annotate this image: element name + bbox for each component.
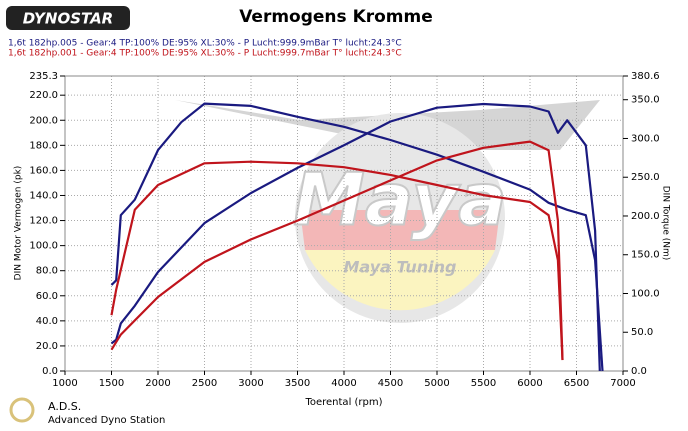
watermark: Maya Maya Tuning: [175, 100, 600, 323]
x-tick-label: 5000: [424, 378, 449, 389]
watermark-band: [300, 210, 500, 250]
y2-tick-label: 250.0: [631, 172, 660, 183]
y-tick-label: 180.0: [29, 140, 58, 151]
x-tick-label: 6500: [564, 378, 589, 389]
x-tick-label: 1000: [52, 378, 77, 389]
y2-tick-label: 300.0: [631, 133, 660, 144]
x-tick-label: 4000: [331, 378, 356, 389]
x-tick-label: 2500: [192, 378, 217, 389]
y-tick-label: 40.0: [36, 316, 58, 327]
y-tick-label: 200.0: [29, 115, 58, 126]
x-axis-label: Toerental (rpm): [304, 397, 382, 408]
y-tick-label: 100.0: [29, 241, 58, 252]
series-line: [110, 160, 564, 361]
y2-tick-label: 100.0: [631, 288, 660, 299]
series-line: [110, 102, 604, 372]
x-tick-label: 6000: [517, 378, 542, 389]
x-tick-label: 4500: [378, 378, 403, 389]
x-tick-label: 3000: [238, 378, 263, 389]
y-tick-label: 160.0: [29, 165, 58, 176]
series-line: [110, 140, 564, 360]
y2-tick-label: 0.0: [631, 366, 647, 377]
y-tick-label: 140.0: [29, 190, 58, 201]
chart-title: Vermogens Kromme: [239, 7, 433, 27]
watermark-logo: Maya: [293, 158, 507, 242]
watermark-band: [305, 250, 495, 311]
watermark-wings: [175, 100, 600, 150]
x-tick-label: 1500: [99, 378, 124, 389]
y-tick-label: 0.0: [42, 366, 58, 377]
watermark-text: Maya Tuning: [344, 258, 457, 277]
footer-short: A.D.S.: [48, 400, 81, 413]
y-tick-label: 120.0: [29, 216, 58, 227]
x-tick-label: 3500: [285, 378, 310, 389]
y2-axis-label: DIN Torque (Nm): [661, 186, 671, 261]
y-tick-label: 80.0: [36, 266, 58, 277]
run-info: 1,6t 182hp.001 - Gear:4 TP:100% DE:95% X…: [8, 49, 402, 59]
x-tick-label: 2000: [145, 378, 170, 389]
x-tick-label: 5500: [471, 378, 496, 389]
y-tick-label: 235.3: [29, 71, 58, 82]
y-tick-label: 20.0: [36, 341, 58, 352]
y-axis-label: DIN Motor Vermogen (pk): [14, 166, 24, 281]
footer-icon: [9, 397, 35, 423]
y-tick-label: 60.0: [36, 291, 58, 302]
y2-tick-label: 150.0: [631, 250, 660, 261]
footer-long: Advanced Dyno Station: [48, 415, 165, 426]
series-line: [110, 102, 601, 372]
logo-box: [6, 6, 130, 30]
y-tick-label: 220.0: [29, 90, 58, 101]
y2-tick-label: 50.0: [631, 327, 653, 338]
y2-tick-label: 200.0: [631, 211, 660, 222]
run-info: 1,6t 182hp.005 - Gear:4 TP:100% DE:95% X…: [8, 39, 402, 49]
logo: DYNOSTAR: [23, 10, 113, 28]
y2-tick-label: 350.0: [631, 95, 660, 106]
y2-tick-label: 380.6: [631, 71, 660, 82]
x-tick-label: 7000: [610, 378, 635, 389]
